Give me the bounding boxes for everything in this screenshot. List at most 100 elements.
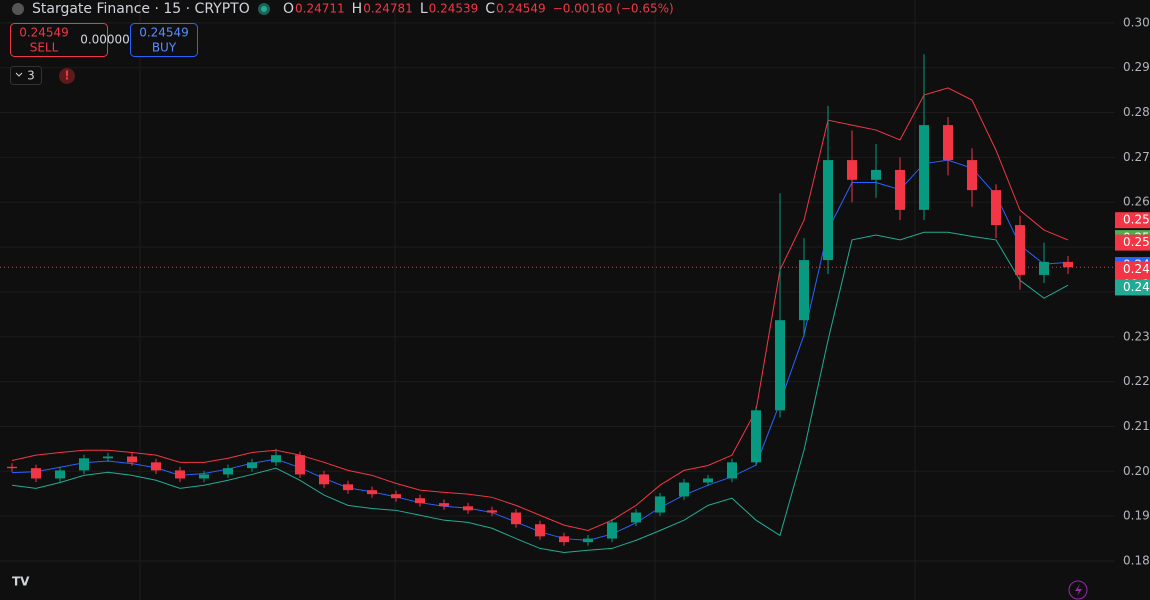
status-dot-inner xyxy=(261,6,267,12)
candle-body xyxy=(751,410,761,463)
ohlc-value: 0.24711 xyxy=(295,2,345,16)
price-tag-label: 0.245 xyxy=(1123,262,1150,276)
candle-body xyxy=(967,160,977,191)
spread: 0.00000 xyxy=(80,33,130,47)
alert-icon[interactable] xyxy=(59,68,75,84)
candle-body xyxy=(1063,261,1073,268)
y-tick-label: 0.210 xyxy=(1123,419,1150,433)
candle-body xyxy=(655,496,665,513)
candle-body xyxy=(583,538,593,543)
price-tag xyxy=(1115,234,1150,251)
y-tick-label: 0.280 xyxy=(1123,105,1150,119)
candle-body xyxy=(679,482,689,497)
ohlc-value: 0.24781 xyxy=(363,2,413,16)
candle-body xyxy=(631,512,641,523)
candle-body xyxy=(799,260,809,321)
ohlc-value: 0.24539 xyxy=(429,2,479,16)
price-axis: 0.1800.1900.2000.2100.2200.2300.2400.250… xyxy=(1115,15,1150,567)
candle-body xyxy=(79,458,89,471)
candle-body xyxy=(535,524,545,537)
y-tick-label: 0.200 xyxy=(1123,464,1150,478)
ohlc: O 0.24711 H 0.24781 L 0.24539 C 0.24549 −0.00160… xyxy=(283,1,674,17)
candle-body xyxy=(367,490,377,495)
candle-body xyxy=(775,320,785,411)
candle-body xyxy=(1015,225,1025,275)
candle-body xyxy=(175,470,185,479)
band-line xyxy=(11,231,1069,553)
y-tick-label: 0.260 xyxy=(1123,195,1150,209)
ohlc-label: L xyxy=(420,1,428,17)
y-tick-label: 0.230 xyxy=(1123,329,1150,343)
candle-body xyxy=(319,474,329,485)
symbol-icon xyxy=(12,3,24,15)
candle-body xyxy=(55,470,65,479)
candle-body xyxy=(415,498,425,504)
y-tick-label: 0.180 xyxy=(1123,553,1150,567)
price-tag-label: 0.256 xyxy=(1123,213,1150,227)
candle-body xyxy=(871,169,881,180)
candle-body xyxy=(31,468,41,479)
candle-body xyxy=(223,468,233,475)
candle-body xyxy=(895,169,905,210)
candle-body xyxy=(943,125,953,161)
candle-body xyxy=(823,160,833,261)
vertical-grid xyxy=(139,0,916,600)
price-tag-label: 0.251 xyxy=(1123,235,1150,249)
sell-label: SELL xyxy=(30,41,59,55)
band-line xyxy=(11,87,1069,532)
candle-body xyxy=(127,456,137,463)
ohlc-label: O xyxy=(283,1,294,17)
ohlc-label: C xyxy=(485,1,495,17)
y-tick-label: 0.300 xyxy=(1123,15,1150,29)
price-tag xyxy=(1115,279,1150,296)
plot xyxy=(0,22,1115,562)
ohlc-label: H xyxy=(352,1,363,17)
candle-body xyxy=(295,455,305,475)
symbol-title[interactable]: Stargate Finance · 15 · CRYPTO xyxy=(32,1,250,17)
y-tick-label: 0.220 xyxy=(1123,374,1150,388)
candle-body xyxy=(1039,261,1049,275)
candle-body xyxy=(607,522,617,539)
indicators-toggle[interactable] xyxy=(10,66,42,85)
tv-logo[interactable]: TV xyxy=(12,575,30,589)
candle-body xyxy=(439,503,449,507)
candle-body xyxy=(463,506,473,511)
buy-button[interactable] xyxy=(130,23,198,57)
candle-body xyxy=(247,462,257,469)
buy-label: BUY xyxy=(152,41,177,55)
candle-body xyxy=(991,190,1001,226)
candle-body xyxy=(271,455,281,463)
indicator-count: 3 xyxy=(27,69,35,83)
candle-body xyxy=(487,510,497,513)
y-tick-label: 0.290 xyxy=(1123,60,1150,74)
lightning-icon[interactable] xyxy=(1068,580,1088,600)
candle-body xyxy=(391,494,401,499)
candle-body xyxy=(919,125,929,210)
price-tag xyxy=(1115,212,1150,229)
y-tick-label: 0.270 xyxy=(1123,150,1150,164)
candle-body xyxy=(7,466,17,469)
price-tag-label: 0.241 xyxy=(1123,280,1150,294)
sell-price: 0.24549 xyxy=(19,26,69,40)
change: −0.00160 (−0.65%) xyxy=(553,2,674,16)
lightning-bolt xyxy=(1075,584,1082,596)
candle-body xyxy=(151,462,161,471)
sell-button[interactable] xyxy=(10,23,108,57)
chevron xyxy=(15,72,23,77)
alert-mark: ! xyxy=(64,69,69,83)
buy-price: 0.24549 xyxy=(139,26,189,40)
candle-body xyxy=(847,160,857,180)
candle-body xyxy=(727,462,737,479)
candle-body xyxy=(343,484,353,491)
candle-body xyxy=(199,474,209,479)
candle-body xyxy=(511,512,521,525)
candle-body xyxy=(703,478,713,483)
candle-body xyxy=(559,536,569,543)
y-tick-label: 0.190 xyxy=(1123,509,1150,523)
price-tag xyxy=(1115,261,1150,278)
ohlc-value: 0.24549 xyxy=(496,2,546,16)
candle-body xyxy=(103,456,113,459)
